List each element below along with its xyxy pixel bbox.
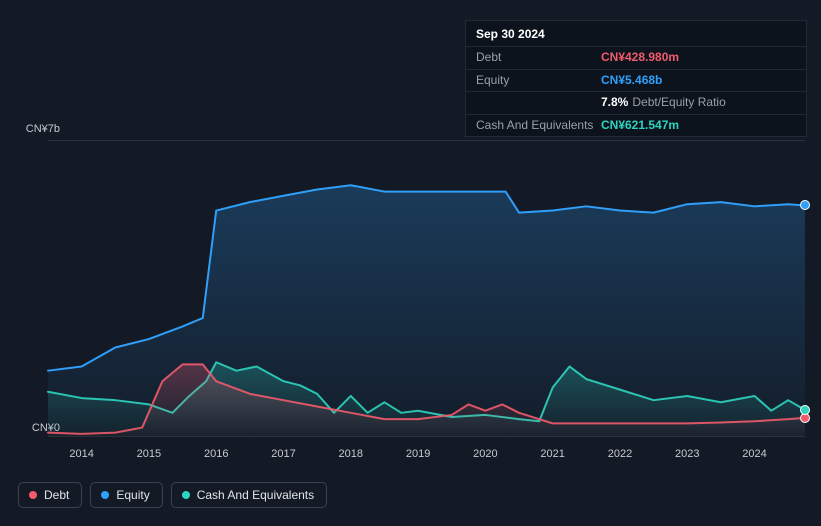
legend-label: Equity	[116, 488, 149, 502]
legend: Debt Equity Cash And Equivalents	[18, 482, 327, 508]
x-tick: 2016	[204, 448, 228, 460]
x-axis: 2014 2015 2016 2017 2018 2019 2020 2021 2022 2023…	[48, 448, 805, 466]
x-tick: 2022	[608, 448, 632, 460]
chart-area: CN¥7b CN¥0	[15, 125, 805, 435]
plot-region[interactable]	[48, 140, 805, 437]
legend-item-equity[interactable]: Equity	[90, 482, 162, 508]
info-tooltip: Sep 30 2024 DebtCN¥428.980mEquityCN¥5.46…	[465, 20, 807, 137]
x-tick: 2014	[69, 448, 93, 460]
end-marker	[800, 405, 810, 415]
legend-item-debt[interactable]: Debt	[18, 482, 82, 508]
legend-item-cash-and-equivalents[interactable]: Cash And Equivalents	[171, 482, 327, 508]
x-tick: 2019	[406, 448, 430, 460]
tooltip-row-value: 7.8%Debt/Equity Ratio	[601, 95, 726, 109]
x-tick: 2018	[339, 448, 363, 460]
x-tick: 2023	[675, 448, 699, 460]
tooltip-row: DebtCN¥428.980m	[466, 46, 806, 68]
tooltip-row-value: CN¥5.468b	[601, 73, 662, 87]
tooltip-row-suffix: Debt/Equity Ratio	[632, 95, 725, 109]
x-tick: 2024	[742, 448, 766, 460]
legend-dot-icon	[101, 491, 109, 499]
y-axis-top-label: CN¥7b	[26, 123, 60, 135]
tooltip-row-label: Debt	[476, 50, 601, 64]
tooltip-row-value: CN¥428.980m	[601, 50, 679, 64]
x-tick: 2020	[473, 448, 497, 460]
end-marker	[800, 200, 810, 210]
tooltip-row: EquityCN¥5.468b	[466, 69, 806, 91]
legend-label: Cash And Equivalents	[197, 488, 314, 502]
x-tick: 2017	[271, 448, 295, 460]
tooltip-row-label: Equity	[476, 73, 601, 87]
legend-label: Debt	[44, 488, 69, 502]
legend-dot-icon	[29, 491, 37, 499]
legend-dot-icon	[182, 491, 190, 499]
x-tick: 2015	[137, 448, 161, 460]
tooltip-row: 7.8%Debt/Equity Ratio	[466, 91, 806, 113]
x-tick: 2021	[540, 448, 564, 460]
tooltip-date: Sep 30 2024	[466, 21, 806, 46]
